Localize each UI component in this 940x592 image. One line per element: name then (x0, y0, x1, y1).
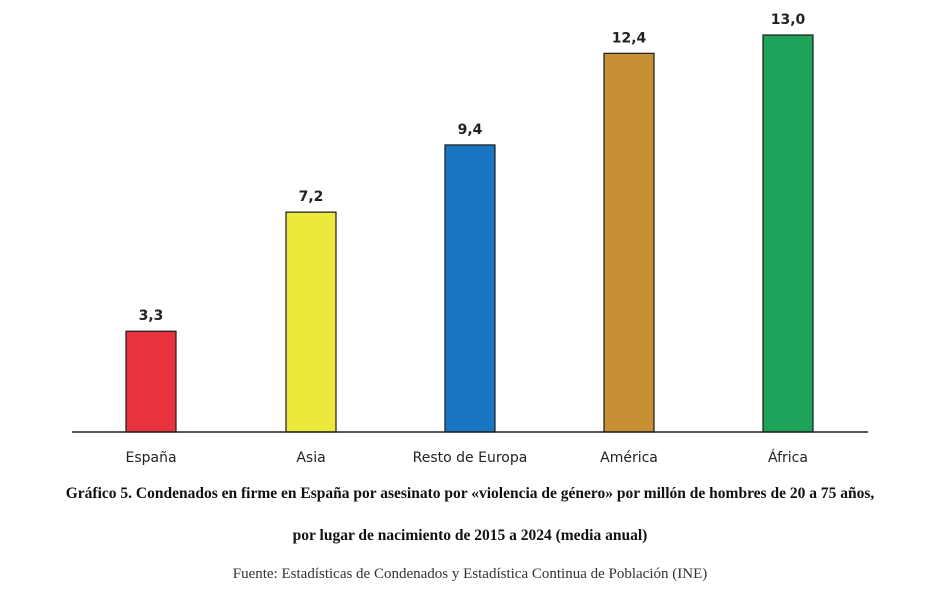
chart-caption-title-line1: Gráfico 5. Condenados en firme en España… (65, 485, 875, 502)
category-label-3: América (600, 450, 658, 466)
category-label-1: Asia (296, 450, 325, 466)
value-label-1: 7,2 (299, 189, 324, 205)
chart-caption-title-line2: por lugar de nacimiento de 2015 a 2024 (… (292, 527, 648, 544)
value-label-3: 12,4 (612, 30, 647, 46)
bars-group (125, 34, 814, 433)
bar-chart: 3,3 7,2 9,4 12,4 13,0 España Asia Resto de Eur… (72, 12, 868, 466)
bar-0 (125, 330, 177, 433)
bar-1 (285, 211, 337, 433)
value-labels-group: 3,3 7,2 9,4 12,4 13,0 (139, 12, 806, 324)
category-labels-group: España Asia Resto de Europa América África (125, 449, 808, 466)
value-label-4: 13,0 (771, 12, 806, 28)
bar-2 (444, 144, 496, 433)
category-label-4: África (768, 449, 808, 466)
value-label-2: 9,4 (458, 122, 483, 138)
category-label-0: España (125, 450, 176, 466)
category-label-2: Resto de Europa (413, 450, 528, 466)
chart-caption-source: Fuente: Estadísticas de Condenados y Est… (232, 566, 708, 582)
bar-3 (603, 52, 655, 433)
value-label-0: 3,3 (139, 308, 164, 324)
bar-4 (762, 34, 814, 433)
